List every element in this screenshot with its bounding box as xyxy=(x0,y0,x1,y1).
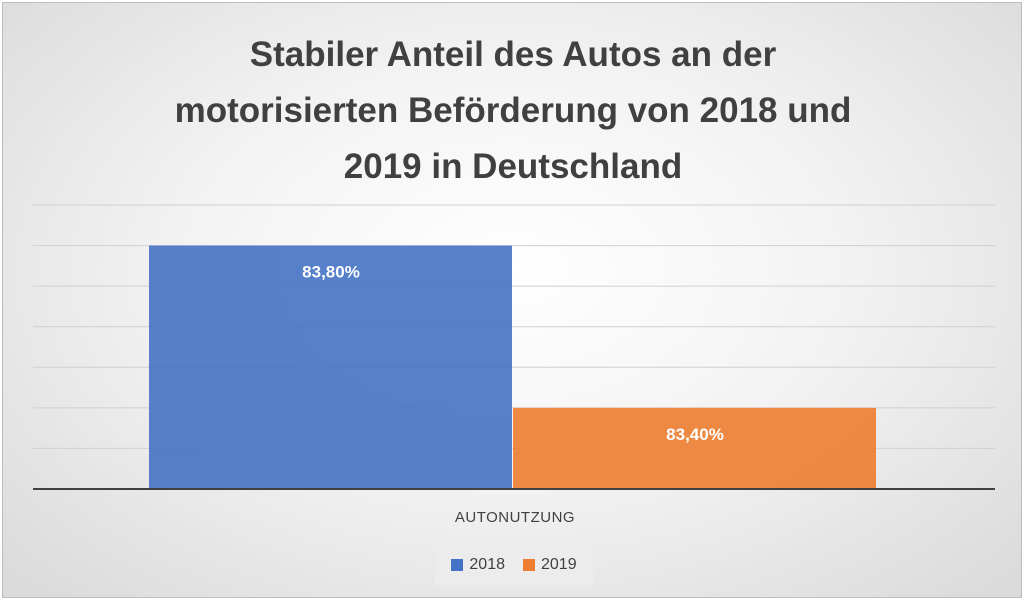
chart-title-line-2: motorisierten Beförderung von 2018 und xyxy=(174,91,852,130)
chart-title-line-1: Stabiler Anteil des Autos an der xyxy=(249,35,777,74)
legend: 2018 2019 xyxy=(435,545,593,585)
bar-2019 xyxy=(513,407,876,489)
data-label-2019: 83,40% xyxy=(666,425,724,444)
legend-label-2019: 2019 xyxy=(541,556,577,573)
legend-label-2018: 2018 xyxy=(469,556,505,573)
legend-swatch-2018 xyxy=(451,559,464,571)
plot-area: 83,80% 83,40% xyxy=(33,204,995,490)
legend-swatch-2019 xyxy=(523,559,535,571)
chart-title: Stabiler Anteil des Autos an der motoris… xyxy=(113,27,913,195)
data-label-2018: 83,80% xyxy=(302,263,360,282)
bar-2018 xyxy=(149,245,512,489)
legend-item-2018: 2018 xyxy=(451,556,505,574)
x-category-label: AUTONUTZUNG xyxy=(454,509,576,526)
chart-title-line-3: 2019 in Deutschland xyxy=(343,147,683,186)
legend-item-2019: 2019 xyxy=(523,556,577,574)
